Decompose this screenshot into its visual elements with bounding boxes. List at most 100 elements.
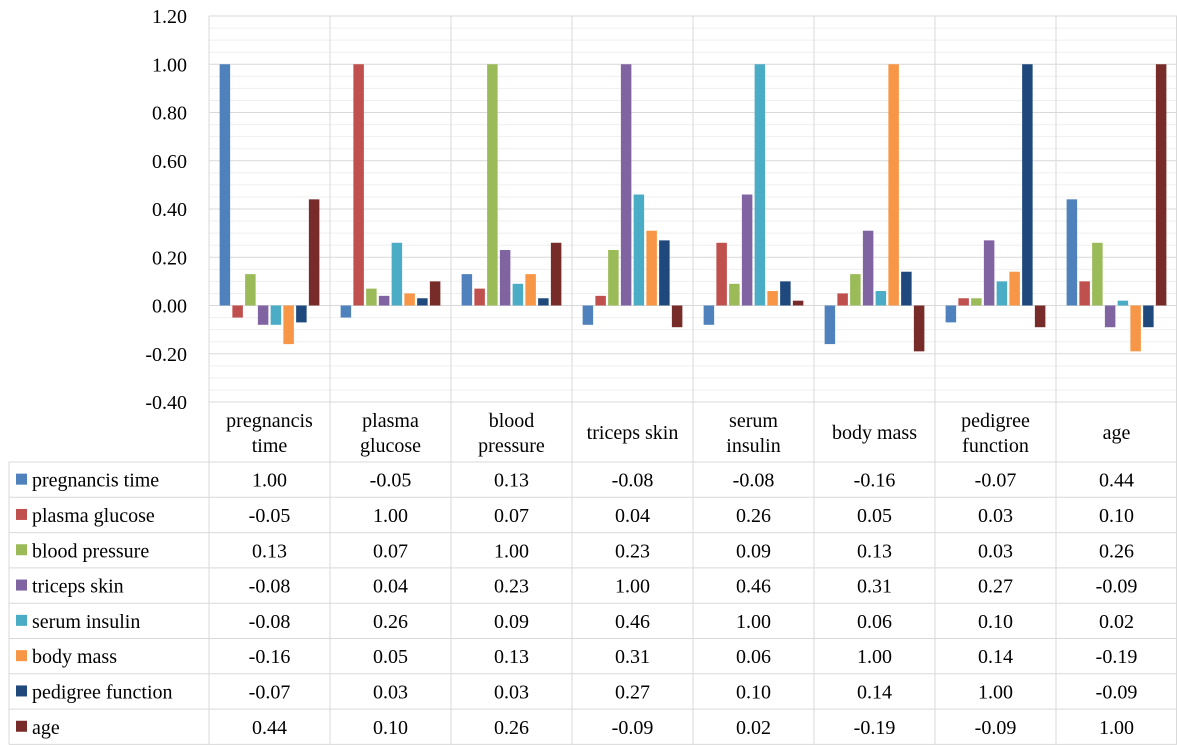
bar [582,305,594,325]
bar [257,305,269,325]
bar [659,240,670,306]
table-cell: 0.06 [736,646,771,668]
category-label: insulin [726,435,780,457]
table-cell: -0.19 [1096,646,1138,668]
legend-label: triceps skin [32,576,124,598]
bar [901,271,912,306]
bar [296,305,307,323]
bar [1143,305,1154,328]
table-cell: 1.00 [857,646,892,668]
bar [741,194,753,306]
y-tick-label: 1.20 [152,6,187,28]
table-cell: 1.00 [736,611,771,633]
y-tick-label: 1.00 [152,54,187,76]
bar [378,295,390,306]
category-label: plasma [362,410,419,432]
y-axis-tick-labels: -0.40 -0.20 0.00 0.20 0.40 0.60 0.80 1.00 1.20 [145,6,187,414]
table-cell: 0.03 [373,681,408,703]
table-cell: 0.14 [857,681,892,703]
category-label: pressure [478,435,545,457]
table-cell: 0.10 [1099,505,1134,527]
legend-swatch [16,544,27,556]
y-tick-label: -0.20 [145,344,187,366]
table-cell: -0.08 [733,470,775,492]
legend-swatch [16,614,27,626]
legend-label: age [32,717,60,739]
table-cell: -0.05 [249,505,291,527]
table-cell: -0.16 [249,646,291,668]
category-labels: pregnancis time plasma glucose blood pressure… [226,410,1130,457]
category-label: function [962,435,1029,457]
table-cell: -0.09 [975,717,1017,739]
table-cell: 0.14 [978,646,1013,668]
table-cell: 1.00 [615,576,650,598]
bar [996,281,1008,306]
table-cell: 0.03 [978,540,1013,562]
bar [888,64,899,306]
table-cell: -0.08 [249,576,291,598]
bar [792,300,804,306]
bar [1066,199,1078,306]
table-cell: 1.00 [494,540,529,562]
y-tick-label: 0.00 [152,296,187,318]
table-cell: 0.09 [494,611,529,633]
bar [850,274,861,306]
bar [958,298,969,306]
table-cell: 0.13 [857,540,892,562]
bar [824,305,836,345]
table-cell: 0.10 [978,611,1013,633]
table-cell: -0.05 [370,470,412,492]
bar [353,64,364,306]
bar [1009,271,1020,306]
table-cell: 0.05 [857,505,892,527]
bar [1034,305,1046,328]
table-cell: 0.26 [373,611,408,633]
table-cell: -0.09 [612,717,654,739]
table-cell: 0.26 [736,505,771,527]
bar [595,295,606,306]
bar [703,305,715,325]
bar [340,305,352,318]
bar [219,64,231,306]
table-cell: 1.00 [373,505,408,527]
category-label: pedigree [961,410,1030,432]
y-tick-label: 0.60 [152,151,187,173]
bar [391,242,403,306]
y-tick-label: 0.80 [152,103,187,125]
bar [945,305,957,323]
table-cell: 0.46 [615,611,650,633]
bar [550,242,562,306]
table-cell: 0.13 [252,540,287,562]
table-cell: 0.07 [494,505,529,527]
bar [1079,281,1090,306]
bar [913,305,925,352]
table-cell: 0.04 [373,576,408,598]
y-tick-label: -0.40 [145,392,187,414]
bar [283,305,294,345]
bar [538,298,549,306]
table-cell: 0.02 [1099,611,1134,633]
legend-swatch [16,720,27,732]
bar [754,64,766,306]
table-cell: 0.44 [1099,470,1134,492]
legend-swatch [16,473,27,485]
table-cell: 0.46 [736,576,771,598]
bar [487,64,498,306]
table-cell: 0.13 [494,470,529,492]
bar [837,293,848,306]
bar [525,274,536,306]
legend-label: plasma glucose [32,505,155,527]
table-cell: -0.09 [1096,576,1138,598]
table-cell: -0.09 [1096,681,1138,703]
table-cell: 0.27 [615,681,650,703]
bar [1104,305,1116,328]
table-cell: 0.13 [494,646,529,668]
bar [608,250,619,306]
bar [1022,64,1033,306]
table-cell: -0.19 [854,717,896,739]
category-label: triceps skin [587,422,679,444]
table-cell: 0.10 [373,717,408,739]
bar [366,288,377,306]
bar [646,230,657,306]
bar [1130,305,1141,352]
